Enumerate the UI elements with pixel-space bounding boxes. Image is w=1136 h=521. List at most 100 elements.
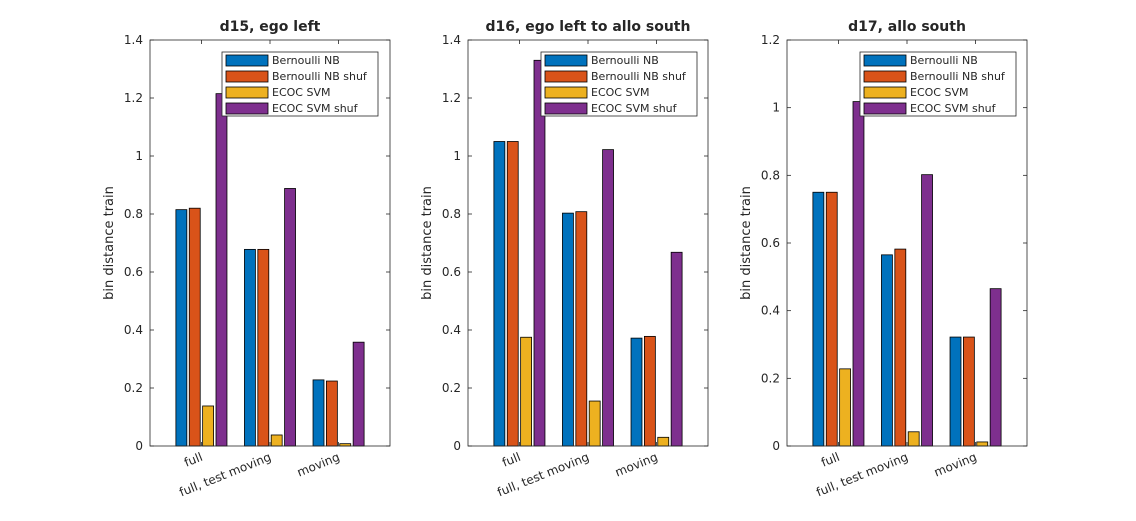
y-axis-label: bin distance train — [739, 186, 754, 300]
bar — [670, 251, 683, 447]
bar — [949, 336, 962, 447]
bar — [270, 434, 283, 447]
bar — [215, 93, 228, 447]
bar — [644, 335, 656, 447]
bar — [257, 248, 270, 447]
chart-title: d15, ego left — [220, 19, 321, 35]
legend-label: ECOC SVM — [910, 86, 968, 99]
y-tick-label: 0.2 — [442, 381, 461, 395]
chart-title: d17, allo south — [848, 19, 966, 35]
legend-swatch — [863, 86, 907, 99]
bar — [575, 211, 588, 447]
bar — [602, 149, 614, 447]
legend-swatch — [225, 54, 269, 67]
y-tick-label: 0.6 — [124, 265, 143, 279]
y-tick-label: 0.8 — [761, 168, 780, 182]
legend-label: ECOC SVM shuf — [910, 102, 997, 115]
y-tick-label: 1.4 — [124, 33, 143, 47]
bar — [894, 248, 907, 447]
y-tick-label: 1.4 — [442, 33, 461, 47]
y-axis-label: bin distance train — [420, 186, 435, 300]
bar — [630, 337, 643, 447]
bar-group — [812, 101, 1002, 447]
legend: Bernoulli NB Bernoulli NB shuf ECOC SVM ECO… — [540, 51, 698, 117]
bar — [175, 209, 188, 447]
legend-label: ECOC SVM shuf — [272, 102, 359, 115]
chart-title: d16, ego left to allo south — [486, 19, 691, 35]
x-tick-label: full — [500, 450, 522, 470]
bar — [976, 441, 989, 447]
axes — [786, 39, 1028, 447]
y-tick-label: 1.2 — [124, 91, 143, 105]
legend-swatch — [863, 54, 907, 67]
axes — [467, 39, 709, 447]
legend-swatch — [544, 86, 588, 99]
y-tick-label: 0.2 — [761, 371, 780, 385]
y-tick-label: 0 — [772, 439, 780, 453]
bar — [881, 254, 893, 447]
bar-group — [493, 59, 683, 447]
y-tick-label: 0.4 — [442, 323, 461, 337]
bar — [352, 341, 365, 447]
bar — [907, 431, 920, 447]
y-tick-label: 1 — [135, 149, 143, 163]
bar — [244, 248, 256, 447]
bar — [325, 380, 338, 447]
legend-label: ECOC SVM shuf — [591, 102, 678, 115]
legend-swatch — [544, 54, 588, 67]
legend-swatch — [863, 70, 907, 83]
y-tick-label: 0.8 — [442, 207, 461, 221]
bar — [520, 336, 532, 447]
legend-label: Bernoulli NB shuf — [591, 70, 687, 83]
bar — [812, 191, 825, 447]
y-axis-label: bin distance train — [102, 186, 117, 300]
y-tick-label: 1 — [453, 149, 461, 163]
bar — [588, 400, 601, 447]
y-tick-label: 0.8 — [124, 207, 143, 221]
legend-label: ECOC SVM — [272, 86, 330, 99]
y-tick-label: 0.4 — [124, 323, 143, 337]
legend-swatch — [225, 86, 269, 99]
bar — [989, 288, 1002, 447]
bar — [825, 191, 838, 447]
y-tick-label: 0.6 — [761, 236, 780, 250]
bar — [284, 188, 296, 447]
x-tick-label: full — [182, 450, 204, 470]
y-tick-label: 1.2 — [442, 91, 461, 105]
bar — [562, 212, 574, 447]
y-tick-label: 0.2 — [124, 381, 143, 395]
bar — [312, 379, 325, 447]
legend: Bernoulli NB Bernoulli NB shuf ECOC SVM ECO… — [859, 51, 1017, 117]
y-tick-label: 0 — [135, 439, 143, 453]
legend-swatch — [544, 70, 588, 83]
legend-swatch — [863, 102, 907, 115]
y-tick-label: 0 — [453, 439, 461, 453]
legend-swatch — [544, 102, 588, 115]
legend-label: Bernoulli NB shuf — [272, 70, 368, 83]
bar — [921, 174, 933, 447]
bar — [963, 336, 975, 447]
bar — [188, 207, 201, 447]
bar — [533, 59, 546, 447]
bar — [493, 141, 506, 447]
legend-label: Bernoulli NB — [910, 54, 978, 67]
legend-swatch — [225, 102, 269, 115]
legend-label: Bernoulli NB — [272, 54, 340, 67]
legend: Bernoulli NB Bernoulli NB shuf ECOC SVM ECO… — [221, 51, 379, 117]
subplot-d17: d17, allo south bin distance train 0 0.2 0… — [739, 19, 1028, 499]
y-tick-label: 1 — [772, 101, 780, 115]
legend-swatch — [225, 70, 269, 83]
legend-label: ECOC SVM — [591, 86, 649, 99]
axes — [149, 39, 391, 447]
y-tick-label: 0.6 — [442, 265, 461, 279]
bar — [657, 436, 670, 447]
bar — [506, 141, 519, 447]
bar — [202, 405, 214, 447]
legend-label: Bernoulli NB shuf — [910, 70, 1006, 83]
subplot-d15: d15, ego left bin distance train 0 0.2 0.4… — [102, 19, 391, 499]
bar — [852, 101, 865, 447]
y-tick-label: 0.4 — [761, 304, 780, 318]
y-tick-label: 1.2 — [761, 33, 780, 47]
